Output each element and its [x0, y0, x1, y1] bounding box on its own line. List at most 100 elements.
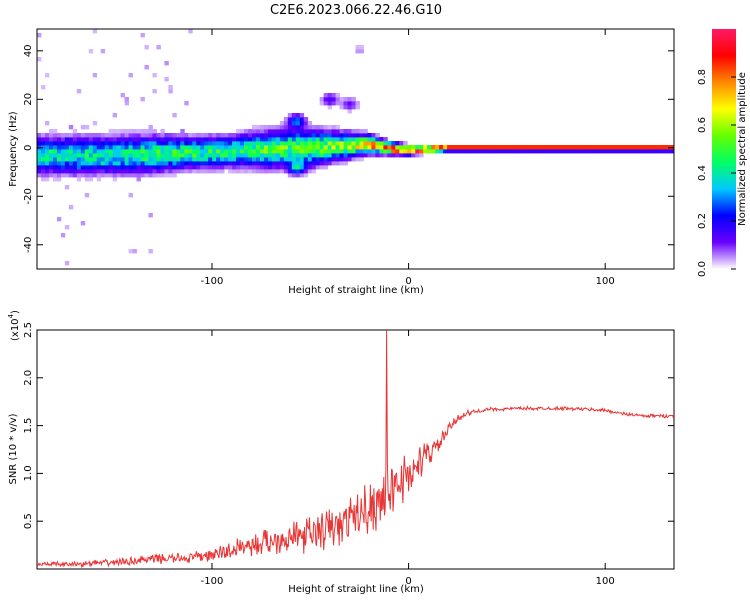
heatmap-cell	[311, 129, 317, 134]
heatmap-cell	[128, 137, 133, 142]
heatmap-cell	[275, 149, 281, 154]
heatmap-cell	[478, 149, 484, 154]
heatmap-cell	[323, 129, 329, 134]
heatmap-cell	[359, 153, 364, 158]
heatmap-cell	[267, 137, 273, 142]
heatmap-cell	[116, 145, 122, 150]
heatmap-cell	[188, 149, 193, 154]
heatmap-cell	[148, 153, 153, 158]
heatmap-cell	[367, 153, 372, 158]
heatmap-cell	[403, 145, 408, 150]
heatmap-cell	[307, 129, 313, 134]
heatmap-cell	[343, 141, 348, 146]
heatmap-cell	[606, 145, 611, 150]
heatmap-cell	[291, 173, 297, 178]
heatmap-cell	[132, 173, 137, 178]
heatmap-cell	[176, 141, 181, 146]
heatmap-cell	[248, 165, 253, 170]
heatmap-cell	[212, 161, 217, 166]
heatmap-cell	[248, 153, 253, 158]
heatmap-cell	[144, 169, 149, 174]
heatmap-cell	[80, 133, 86, 138]
heatmap-cell	[80, 153, 86, 158]
heatmap-cell	[506, 145, 512, 150]
heatmap-cell	[68, 137, 74, 142]
heatmap-cell	[232, 149, 237, 154]
heatmap-cell	[359, 133, 364, 138]
heatmap-cell	[248, 169, 253, 174]
heatmap-cell	[566, 149, 571, 154]
heatmap-cell	[244, 157, 249, 162]
heatmap-cell	[100, 141, 106, 146]
heatmap-cell	[343, 105, 348, 110]
heatmap-cell	[37, 165, 42, 170]
heatmap-cell	[502, 149, 508, 154]
heatmap-cell	[363, 141, 368, 146]
heatmap-cell	[303, 117, 309, 122]
heatmap-cell	[630, 145, 635, 150]
heatmap-cell	[323, 145, 329, 150]
heatmap-cell	[80, 165, 86, 170]
heatmap-cell	[92, 165, 98, 170]
heatmap-cell	[124, 157, 129, 162]
heatmap-cell	[96, 149, 102, 154]
heatmap-cell	[156, 153, 161, 158]
heatmap-cell	[220, 153, 225, 158]
heatmap-cell	[164, 169, 169, 174]
heatmap-cell	[275, 133, 281, 138]
heatmap-cell	[379, 145, 384, 150]
heatmap-cell	[447, 145, 452, 150]
heatmap-cell	[37, 145, 42, 150]
heatmap-cell	[279, 157, 285, 162]
heatmap-cell	[244, 169, 249, 174]
heatmap-cell	[168, 161, 173, 166]
heatmap-cell	[279, 149, 285, 154]
heatmap-cell	[192, 157, 197, 162]
heatmap-cell	[343, 161, 348, 166]
heatmap-cell	[606, 149, 611, 154]
heatmap-cell	[80, 149, 86, 154]
heatmap-cell	[128, 173, 133, 178]
heatmap-cell	[510, 149, 516, 154]
heatmap-cell	[44, 153, 50, 158]
heatmap-cell	[68, 125, 74, 130]
heatmap-cell	[387, 145, 392, 150]
heatmap-cell	[148, 157, 153, 162]
spectrogram-y-ticks: 40 20 0 -20 -40	[23, 44, 674, 253]
heatmap-cell	[307, 165, 313, 170]
heatmap-cell	[646, 149, 651, 154]
heatmap-cell	[88, 141, 94, 146]
heatmap-cell	[498, 145, 504, 150]
heatmap-cell	[148, 249, 153, 254]
heatmap-cell	[435, 149, 440, 154]
heatmap-cell	[80, 145, 86, 150]
heatmap-cell	[92, 161, 98, 166]
heatmap-cell	[180, 161, 185, 166]
heatmap-cell	[279, 125, 285, 130]
heatmap-cell	[271, 129, 277, 134]
heatmap-cell	[315, 165, 321, 170]
heatmap-cell	[88, 149, 94, 154]
heatmap-cell	[124, 173, 129, 178]
heatmap-cell	[204, 141, 209, 146]
heatmap-cell	[76, 153, 82, 158]
heatmap-cell	[44, 177, 50, 182]
heatmap-cell	[251, 153, 257, 158]
heatmap-cell	[271, 125, 277, 130]
colorbar-label: Normalized spectral amplitude	[737, 72, 748, 226]
heatmap-cell	[72, 173, 78, 178]
heatmap-cell	[56, 149, 62, 154]
heatmap-cell	[56, 153, 62, 158]
heatmap-cell	[136, 145, 141, 150]
heatmap-cell	[168, 169, 173, 174]
heatmap-cell	[148, 161, 153, 166]
heatmap-cell	[64, 169, 70, 174]
heatmap-cell	[658, 145, 663, 150]
heatmap-cell	[355, 157, 360, 162]
heatmap-cell	[275, 169, 281, 174]
heatmap-cell	[196, 169, 201, 174]
heatmap-cell	[287, 117, 293, 122]
heatmap-cell	[236, 145, 241, 150]
heatmap-cell	[654, 145, 659, 150]
heatmap-cell	[44, 161, 50, 166]
